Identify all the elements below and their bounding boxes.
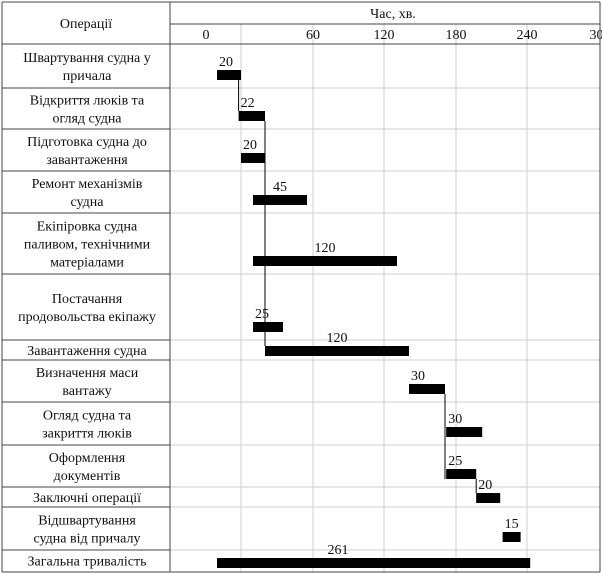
duration-label: 22 [241, 96, 255, 111]
task-label: Оформлення документів [49, 451, 126, 484]
x-tick-label: 60 [306, 28, 320, 43]
duration-label: 25 [255, 307, 269, 322]
task-label-line: судна від причалу [34, 532, 141, 547]
task-label-line: продовольства екіпажу [18, 310, 156, 325]
task-bar [217, 70, 241, 80]
task-label-line: Завантаження судна [27, 344, 147, 359]
task-label-line: паливом, технічними [24, 238, 151, 253]
task-bar [253, 256, 397, 266]
task-label-line: Екіпіровка судна [37, 220, 138, 235]
task-label-line: огляд судна [52, 112, 122, 127]
duration-label: 25 [448, 454, 462, 469]
task-label-line: Швартування судна у [23, 51, 151, 66]
task-bar [265, 346, 409, 356]
task-label-line: причала [63, 69, 112, 84]
task-label: Постачання продовольства екіпажу [18, 292, 156, 325]
time-axis-title: Час, хв. [370, 7, 416, 22]
task-label: Підготовка судна до завантаження [27, 135, 147, 168]
duration-label: 120 [315, 241, 336, 256]
task-label: Швартування судна у причала [23, 51, 151, 84]
task-label-line: Підготовка судна до [27, 135, 147, 150]
task-label-line: Постачання [52, 292, 123, 307]
task-label: Відкриття люків та огляд судна [30, 94, 145, 127]
duration-label: 261 [328, 543, 349, 558]
task-label-line: Визначення маси [36, 366, 139, 381]
duration-label: 45 [273, 180, 287, 195]
task-bar [241, 153, 265, 163]
duration-label: 15 [505, 517, 519, 532]
task-label: Заключні операції [33, 491, 141, 506]
task-label: Загальна тривалість [27, 555, 146, 570]
task-label: Завантаження судна [27, 344, 147, 359]
x-tick-label: 240 [517, 28, 538, 43]
task-bar [446, 427, 483, 437]
duration-label: 20 [478, 478, 492, 493]
task-label: Екіпіровка судна паливом, технічними матер… [24, 220, 151, 271]
task-label-line: судна [71, 195, 105, 210]
x-tick-label: 300 [590, 28, 602, 43]
duration-label: 20 [219, 55, 233, 70]
duration-label: 30 [448, 412, 462, 427]
duration-label: 120 [327, 331, 348, 346]
task-label-line: Оформлення [49, 451, 126, 466]
task-bar [476, 493, 501, 503]
task-label-line: Загальна тривалість [27, 555, 146, 570]
x-tick-label: 120 [374, 28, 395, 43]
x-tick-labels: 0 60 120 180 240 300 [203, 28, 602, 43]
duration-labels: 20 22 20 45 120 25 120 30 30 25 20 15 261 [219, 55, 519, 558]
task-label: Огляд судна та закриття люків [42, 409, 132, 442]
task-bar [409, 384, 445, 394]
task-bar [253, 322, 283, 332]
duration-label: 30 [411, 369, 425, 384]
task-label: Відшвартування судна від причалу [34, 514, 141, 547]
task-label-line: завантаження [46, 153, 128, 168]
x-tick-label: 0 [203, 28, 210, 43]
task-label-line: Заключні операції [33, 491, 141, 506]
column-header: Операції [60, 17, 112, 32]
task-label: Ремонт механізмів судна [32, 177, 143, 210]
task-label-line: Відкриття люків та [30, 94, 145, 109]
task-bar [253, 195, 307, 205]
task-label-line: Огляд судна та [43, 409, 132, 424]
task-label-line: документів [54, 469, 121, 484]
chart-headers: Операції Час, хв. [60, 7, 416, 32]
task-label-line: вантажу [62, 384, 111, 399]
task-labels: Швартування судна у причала Відкриття люкі… [18, 51, 156, 570]
task-bar [446, 469, 477, 479]
task-bar [238, 111, 265, 121]
task-label-line: закриття люків [42, 427, 132, 442]
task-bar [217, 558, 531, 568]
task-bar [502, 532, 521, 542]
task-label: Визначення маси вантажу [36, 366, 139, 399]
duration-label: 20 [243, 138, 257, 153]
x-tick-label: 180 [446, 28, 467, 43]
task-bars [217, 70, 531, 568]
task-label-line: Відшвартування [38, 514, 136, 529]
task-label-line: матеріалами [50, 256, 124, 271]
dependency-lines [238, 80, 477, 493]
task-label-line: Ремонт механізмів [32, 177, 143, 192]
